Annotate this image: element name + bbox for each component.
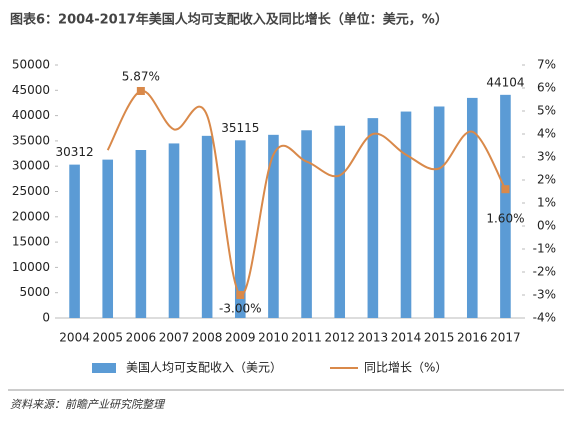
x-tick-label: 2016 (457, 331, 488, 345)
bar (268, 134, 279, 318)
y-tick-label: 35000 (12, 133, 50, 147)
y-tick-label: 10000 (12, 260, 50, 274)
x-tick-label: 2006 (126, 331, 157, 345)
y2-tick-label: 3% (537, 150, 556, 164)
bar (500, 94, 511, 318)
y-tick-label: 20000 (12, 209, 50, 223)
line-value-label: 5.87% (122, 69, 160, 83)
line (106, 89, 507, 297)
bar (433, 106, 445, 318)
legend-label: 同比增长（%） (364, 361, 447, 375)
x-tick-label: 2015 (424, 331, 455, 345)
bar (367, 118, 379, 318)
bar (69, 164, 80, 318)
bar (400, 111, 412, 318)
x-tick-label: 2012 (324, 331, 355, 345)
legend-label: 美国人均可支配收入（美元） (126, 361, 282, 375)
y-tick-label: 50000 (12, 58, 50, 72)
line-marker (501, 185, 510, 194)
y2-tick-label: 5% (537, 104, 556, 118)
bar (102, 159, 114, 318)
bar (201, 135, 213, 318)
y2-tick-label: 2% (537, 173, 556, 187)
line-value-label: 1.60% (486, 212, 524, 226)
y2-tick-label: -1% (533, 242, 556, 256)
line-marker (236, 291, 245, 299)
y2-tick-label: 7% (537, 58, 556, 72)
y2-tick-label: 0% (537, 219, 556, 233)
bar (135, 150, 147, 318)
bar-value-label: 44104 (486, 75, 524, 89)
bar-value-label: 30312 (55, 145, 93, 159)
x-tick-label: 2010 (258, 331, 289, 345)
x-tick-label: 2009 (225, 331, 256, 345)
x-tick-label: 2013 (358, 331, 389, 345)
y-tick-label: 45000 (12, 83, 50, 97)
bar (234, 140, 246, 318)
y2-tick-label: 4% (537, 127, 556, 141)
y-tick-label: 0 (42, 311, 50, 325)
x-tick-label: 2017 (490, 331, 521, 345)
bar (334, 125, 346, 318)
bar-value-label: 35115 (221, 121, 259, 135)
y-tick-label: 25000 (12, 184, 50, 198)
x-tick-label: 2005 (92, 331, 123, 345)
y2-tick-label: 1% (537, 196, 556, 210)
bar (301, 130, 312, 318)
bar (168, 143, 180, 318)
bar (466, 97, 478, 318)
y2-tick-label: -2% (533, 265, 556, 279)
y-tick-label: 40000 (12, 108, 50, 122)
chart-title: 图表6：2004-2017年美国人均可支配收入及同比增长（单位：美元，%） (10, 12, 448, 28)
x-tick-label: 2011 (291, 331, 322, 345)
y2-tick-label: -4% (533, 311, 556, 325)
source: 资料来源：前瞻产业研究院整理 (10, 398, 166, 411)
legend-swatch (92, 363, 116, 373)
y-tick-label: 15000 (12, 235, 50, 249)
x-tick-label: 2008 (192, 331, 223, 345)
y-tick-label: 5000 (19, 285, 50, 299)
y2-tick-label: -3% (533, 288, 556, 302)
line-value-label: -3.00% (219, 302, 261, 316)
y2-tick-label: 6% (537, 81, 556, 95)
x-tick-label: 2004 (59, 331, 90, 345)
x-tick-label: 2007 (159, 331, 190, 345)
y-tick-label: 30000 (12, 159, 50, 173)
x-tick-label: 2014 (391, 331, 422, 345)
line-marker (136, 86, 145, 95)
